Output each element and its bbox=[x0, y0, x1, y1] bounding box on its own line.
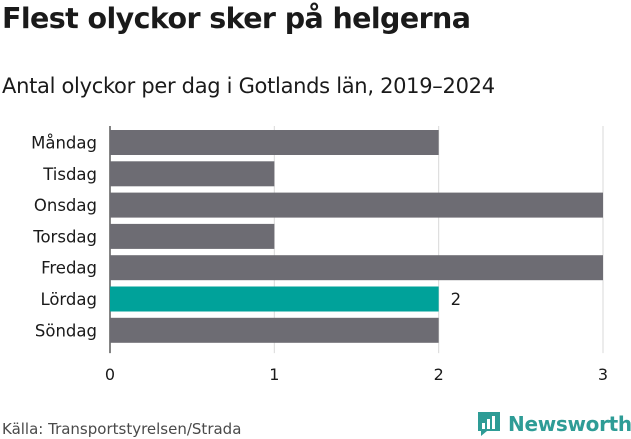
data-labels: 2 bbox=[451, 290, 462, 309]
category-label: Måndag bbox=[31, 134, 97, 153]
bar-måndag bbox=[110, 130, 439, 155]
newsworthy-logo-icon bbox=[478, 412, 500, 436]
x-tick-label: 0 bbox=[105, 365, 115, 384]
bar-söndag bbox=[110, 317, 439, 343]
category-label: Lördag bbox=[40, 290, 97, 309]
source-note: Källa: Transportstyrelsen/Strada bbox=[2, 420, 242, 438]
chart-subtitle: Antal olyckor per dag i Gotlands län, 20… bbox=[2, 74, 495, 98]
bar-tisdag bbox=[110, 161, 275, 187]
bar-onsdag bbox=[110, 192, 603, 218]
brand-name: Newsworthy bbox=[508, 412, 631, 436]
brand: Newsworthy bbox=[476, 409, 631, 439]
category-label: Söndag bbox=[35, 321, 97, 340]
x-tick-label: 1 bbox=[269, 365, 279, 384]
category-label: Torsdag bbox=[32, 227, 97, 246]
category-label: Onsdag bbox=[34, 196, 97, 215]
bar-torsdag bbox=[110, 223, 275, 249]
category-labels: Måndag Tisdag Onsdag Torsdag Fredag Lördag Sön… bbox=[31, 134, 97, 341]
bars bbox=[110, 130, 603, 343]
bar-lördag bbox=[110, 286, 439, 312]
x-tick-label: 2 bbox=[434, 365, 444, 384]
x-tick-label: 3 bbox=[598, 365, 608, 384]
category-label: Fredag bbox=[41, 259, 97, 278]
category-label: Tisdag bbox=[42, 165, 97, 184]
chart-title: Flest olyckor sker på helgerna bbox=[2, 2, 471, 35]
data-label: 2 bbox=[451, 290, 462, 309]
x-axis-ticks: 0 1 2 3 bbox=[105, 365, 608, 384]
bar-fredag bbox=[110, 255, 603, 281]
